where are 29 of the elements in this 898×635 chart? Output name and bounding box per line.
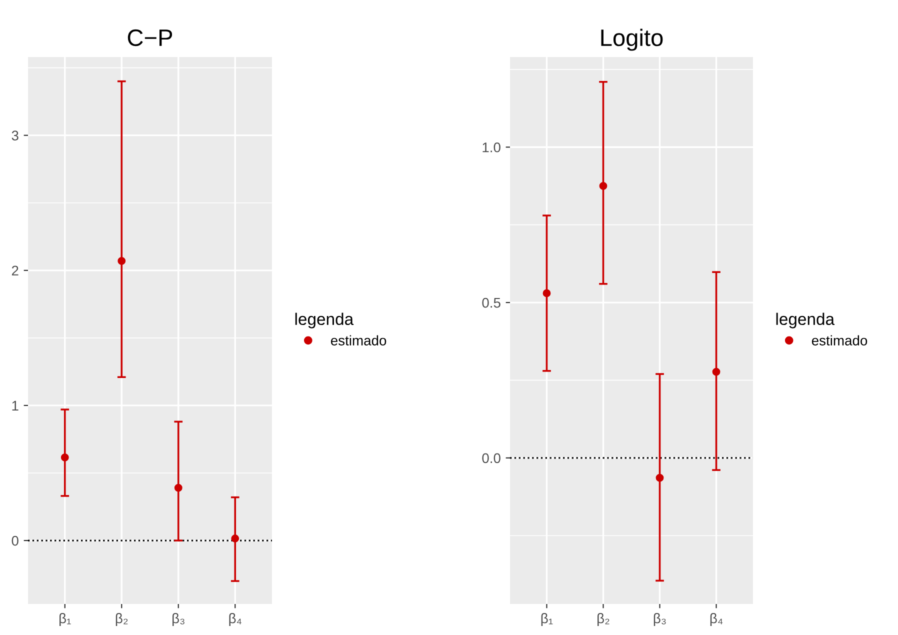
legend-title: legenda	[295, 312, 354, 328]
point	[656, 474, 664, 482]
legend-title: legenda	[776, 312, 835, 328]
point	[60, 454, 69, 462]
point	[712, 368, 720, 376]
y-tick-label: 3	[12, 130, 18, 141]
x-tick-label: β₁	[541, 613, 553, 626]
y-tick-label: 2	[12, 266, 18, 276]
point	[231, 534, 240, 542]
chart-title: Logito	[601, 28, 663, 51]
y-tick-label: 0	[12, 536, 18, 546]
point	[174, 484, 182, 492]
point	[118, 256, 126, 265]
x-tick-label: β₃	[654, 613, 666, 626]
x-tick-label: β₂	[116, 613, 128, 626]
y-tick-label: 1.0	[482, 142, 500, 152]
point	[599, 182, 608, 190]
x-tick-label: β₃	[172, 613, 184, 626]
x-tick-label: β₂	[598, 613, 610, 626]
x-tick-label: β₁	[60, 613, 71, 626]
y-tick-label: 0.0	[482, 453, 500, 464]
legend-label: estimado	[330, 335, 386, 346]
x-tick-label: β₄	[229, 613, 242, 626]
legend-label: estimado	[812, 335, 868, 346]
y-tick-label: 1	[12, 400, 18, 410]
point	[542, 289, 551, 298]
y-tick-label: 0.5	[482, 298, 500, 308]
chart-title: C−P	[128, 29, 172, 46]
x-tick-label: β₄	[710, 613, 723, 626]
